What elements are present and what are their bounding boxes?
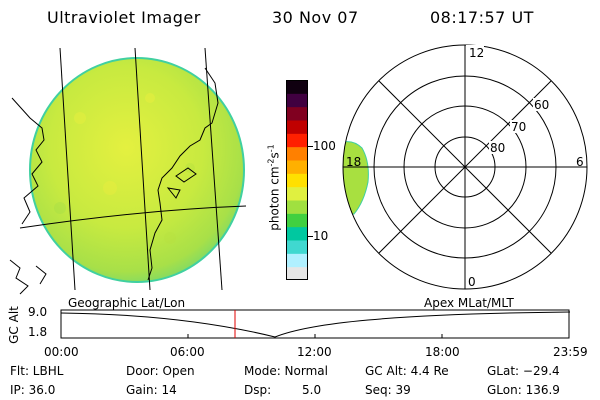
colorbar-segment (286, 226, 308, 241)
gain-info: Gain: 14 (126, 383, 177, 397)
colorbar-segment (286, 146, 308, 161)
glon-info: GLon: 136.9 (487, 383, 560, 397)
colorbar-segment (286, 266, 308, 281)
geographic-image (9, 47, 247, 295)
uv-emission-disk (29, 57, 245, 283)
mlt-label-0: 0 (468, 275, 476, 289)
altitude-plot-frame (60, 309, 570, 339)
instrument-title: Ultraviolet Imager (47, 8, 201, 27)
colorbar-tick-100: 100 (313, 139, 336, 153)
xtick-1200: 12:00 (297, 345, 332, 359)
colorbar-segment (286, 106, 308, 121)
filter-info: Flt: LBHL (10, 364, 64, 378)
colorbar-segment (286, 200, 308, 214)
ip-info: IP: 36.0 (10, 383, 56, 397)
colorbar-segment (286, 213, 308, 228)
colorbar-unit-label: photon cm-2s-1 (266, 144, 282, 231)
polar-emission-patch (343, 141, 369, 215)
colorbar (286, 80, 308, 281)
altitude-curve (60, 311, 571, 338)
colorbar-segment (286, 173, 308, 188)
xtick-0600: 06:00 (170, 345, 205, 359)
lat-label-80: 80 (490, 141, 505, 155)
emission-speckle (54, 93, 195, 244)
gc-alt-info: GC Alt: 4.4 Re (365, 364, 449, 378)
lat-label-60: 60 (534, 98, 549, 112)
colorbar-border (286, 80, 308, 280)
altitude-title-right: Apex MLat/MLT (424, 296, 514, 310)
xtick-0000: 00:00 (44, 345, 79, 359)
colorbar-tick-10: 10 (313, 229, 329, 243)
mlt-label-6: 6 (576, 155, 584, 169)
lat-label-70: 70 (511, 120, 526, 134)
altitude-plot (60, 309, 571, 339)
xtick-2359: 23:59 (553, 345, 588, 359)
xtick-1800: 18:00 (425, 345, 460, 359)
coastlines (9, 67, 219, 295)
colorbar-segment (286, 120, 308, 134)
latlon-grid (19, 47, 247, 291)
time-label: 08:17:57 UT (430, 8, 534, 27)
colorbar-segment (286, 80, 308, 94)
altitude-xticks (60, 334, 570, 338)
altitude-ytick-bottom: 1.8 (28, 325, 48, 339)
altitude-ylabel: GC Alt (7, 306, 21, 344)
polar-plot: 12 18 6 0 60 70 80 (342, 44, 588, 290)
mlt-label-12: 12 (469, 46, 484, 60)
colorbar-segment (286, 133, 308, 148)
colorbar-segment (286, 240, 308, 254)
dsp-value: 5.0 (302, 383, 322, 397)
altitude-ytick-top: 9.0 (28, 305, 48, 319)
colorbar-segment (286, 186, 308, 201)
colorbar-segment (286, 253, 308, 268)
colorbar-segment (286, 93, 308, 108)
seq-info: Seq: 39 (365, 383, 411, 397)
door-info: Door: Open (126, 364, 195, 378)
dsp-label: Dsp: (244, 383, 272, 397)
colorbar-tickmark (308, 236, 313, 237)
date-label: 30 Nov 07 (272, 8, 359, 27)
altitude-title-left: Geographic Lat/Lon (68, 296, 186, 310)
mode-info: Mode: Normal (244, 364, 328, 378)
mlt-label-18: 18 (346, 155, 361, 169)
colorbar-tickmark (308, 146, 313, 147)
glat-info: GLat: −29.4 (487, 364, 560, 378)
polar-grid (342, 44, 588, 290)
colorbar-segment (286, 160, 308, 174)
